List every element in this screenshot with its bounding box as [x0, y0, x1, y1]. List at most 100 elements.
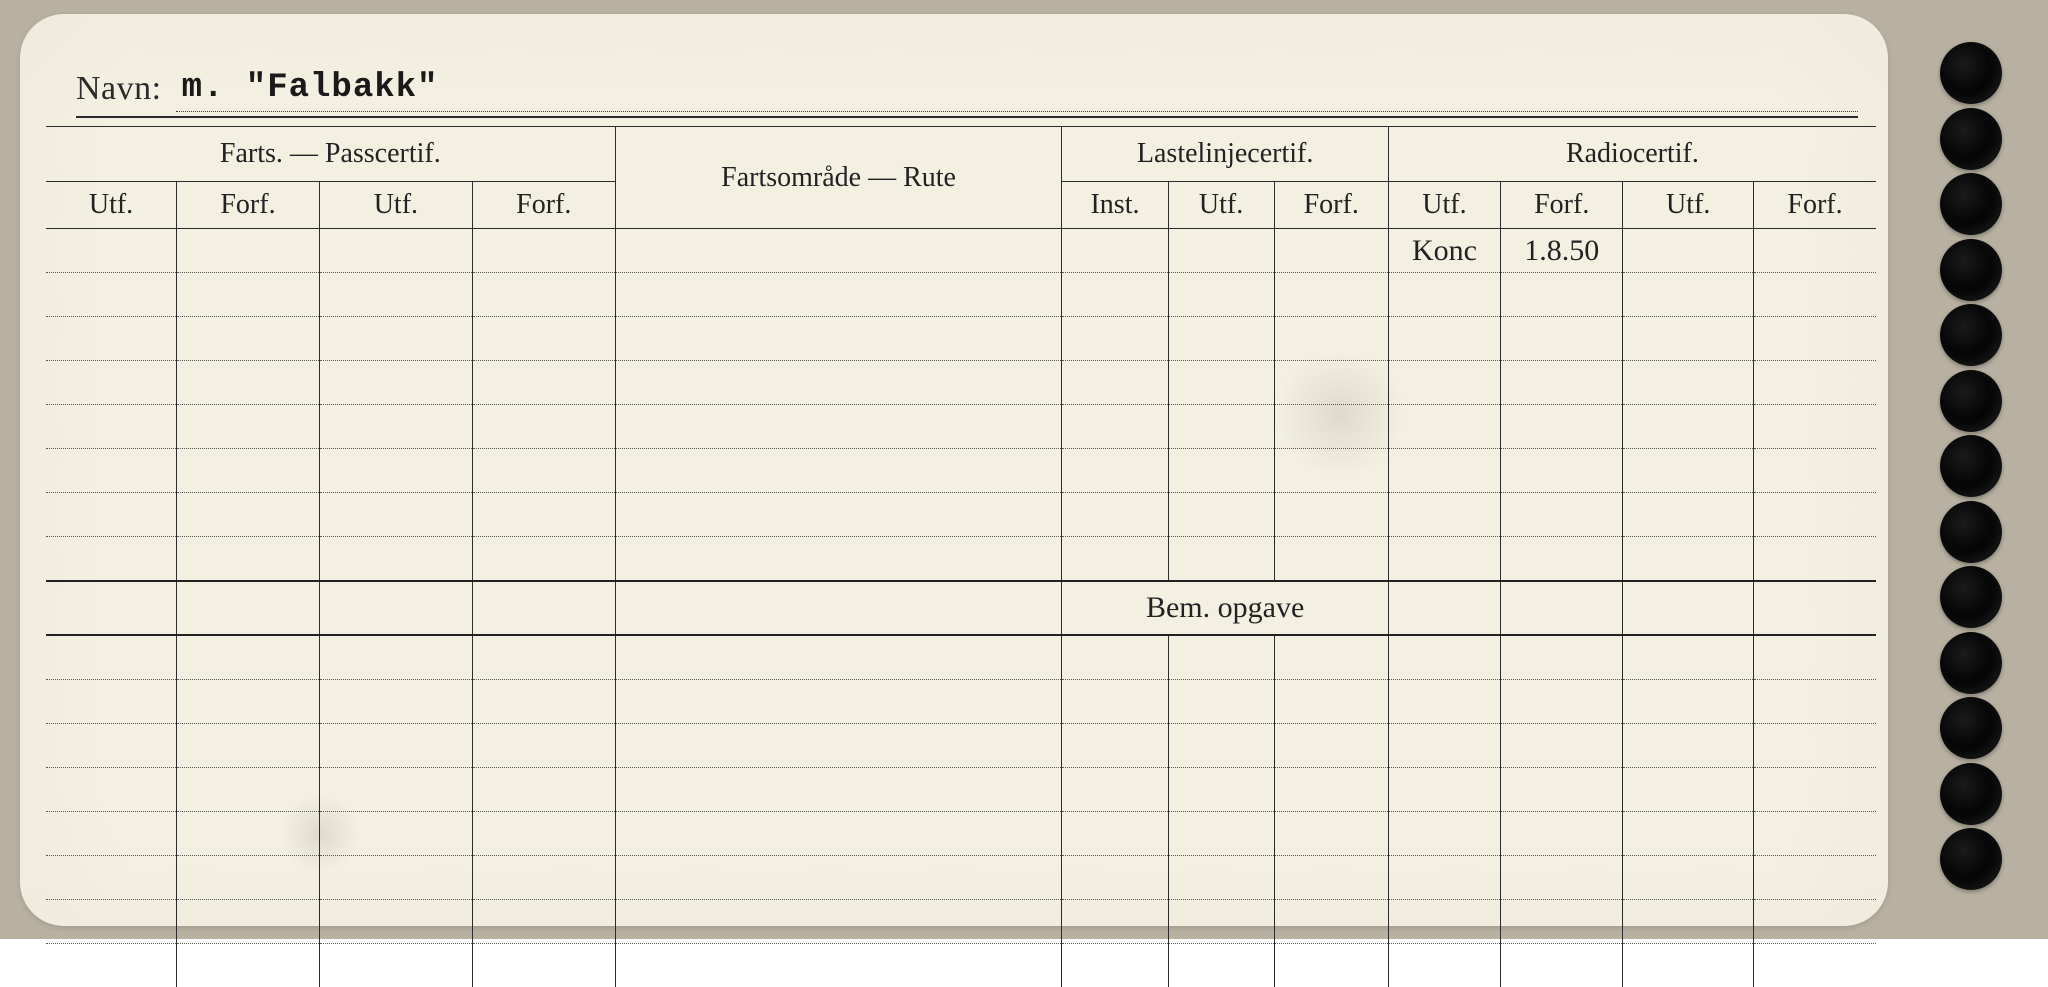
sub-farts-utf1: Utf. — [46, 182, 177, 229]
table-cell — [1274, 680, 1388, 724]
table-cell — [1168, 768, 1274, 812]
col-group-radio: Radiocertif. — [1388, 127, 1876, 182]
table-cell — [1168, 317, 1274, 361]
table-cell — [472, 581, 615, 635]
punch-hole — [1940, 501, 2002, 563]
table-cell — [1274, 812, 1388, 856]
table-cell — [1168, 900, 1274, 944]
sub-radio-utf2: Utf. — [1623, 182, 1754, 229]
table-cell — [1062, 900, 1168, 944]
table-cell — [1623, 944, 1754, 987]
table-row — [46, 317, 1876, 361]
table-cell — [615, 537, 1062, 582]
table-cell — [46, 317, 177, 361]
table-cell — [615, 493, 1062, 537]
table-cell — [472, 273, 615, 317]
table-cell — [615, 812, 1062, 856]
table-head: Farts. — Passcertif. Fartsområde — Rute … — [46, 127, 1876, 229]
table-cell — [1274, 449, 1388, 493]
table-cell — [472, 768, 615, 812]
table-cell — [177, 273, 320, 317]
table-cell — [1501, 449, 1623, 493]
table-cell — [615, 944, 1062, 987]
table-cell — [1754, 405, 1877, 449]
table-cell — [1623, 856, 1754, 900]
table-cell — [1754, 944, 1877, 987]
table-cell — [177, 317, 320, 361]
table-cell — [1062, 768, 1168, 812]
table-cell — [1623, 724, 1754, 768]
col-group-laste: Lastelinjecertif. — [1062, 127, 1388, 182]
table-cell — [472, 405, 615, 449]
table-cell — [1274, 405, 1388, 449]
table-cell — [472, 635, 615, 680]
table-cell — [1168, 493, 1274, 537]
table-cell — [1388, 361, 1500, 405]
table-cell — [1754, 581, 1877, 635]
table-cell — [319, 944, 472, 987]
table-cell — [1754, 680, 1877, 724]
certificate-table: Farts. — Passcertif. Fartsområde — Rute … — [46, 126, 1876, 987]
table-cell — [177, 900, 320, 944]
table-cell — [1754, 537, 1877, 582]
table-row — [46, 493, 1876, 537]
navn-value-line: m. "Falbakk" — [176, 65, 1858, 112]
table-cell — [1754, 229, 1877, 273]
table-cell — [1274, 317, 1388, 361]
table-cell — [46, 812, 177, 856]
table-cell — [1062, 449, 1168, 493]
table-cell — [1062, 724, 1168, 768]
table-cell — [1388, 537, 1500, 582]
table-cell: Konc — [1388, 229, 1500, 273]
punch-hole — [1940, 370, 2002, 432]
punch-hole — [1940, 697, 2002, 759]
table-cell — [1388, 680, 1500, 724]
table-cell — [1623, 361, 1754, 405]
table-cell — [615, 405, 1062, 449]
table-cell — [1388, 856, 1500, 900]
table-cell — [177, 493, 320, 537]
table-cell — [1754, 361, 1877, 405]
table-row — [46, 635, 1876, 680]
table-cell — [1062, 944, 1168, 987]
table-cell — [615, 724, 1062, 768]
table-cell — [1168, 449, 1274, 493]
table-cell — [472, 680, 615, 724]
table-row — [46, 273, 1876, 317]
table-cell — [1501, 944, 1623, 987]
table-row — [46, 449, 1876, 493]
table-cell — [1168, 680, 1274, 724]
table-cell — [319, 273, 472, 317]
table-cell — [177, 856, 320, 900]
table-cell — [1388, 724, 1500, 768]
table-cell — [1623, 635, 1754, 680]
navn-label: Navn: — [76, 70, 176, 116]
table-cell — [472, 361, 615, 405]
table-cell — [46, 724, 177, 768]
table-row — [46, 361, 1876, 405]
table-cell — [319, 449, 472, 493]
table-cell — [615, 273, 1062, 317]
table-cell — [1623, 537, 1754, 582]
table-cell — [472, 856, 615, 900]
table-cell — [46, 900, 177, 944]
table-cell — [1274, 900, 1388, 944]
punch-hole — [1940, 763, 2002, 825]
table-cell — [1388, 449, 1500, 493]
table-cell — [1501, 812, 1623, 856]
table-cell — [1501, 900, 1623, 944]
table-cell — [615, 900, 1062, 944]
table-cell — [1388, 581, 1500, 635]
table-cell — [1388, 493, 1500, 537]
table-cell — [1623, 812, 1754, 856]
table-cell — [46, 537, 177, 582]
table-cell — [1168, 537, 1274, 582]
table-cell — [1168, 635, 1274, 680]
table-cell — [1168, 229, 1274, 273]
table-cell — [1062, 493, 1168, 537]
table-cell — [1623, 405, 1754, 449]
table-cell — [1274, 944, 1388, 987]
bem-opgave-label: Bem. opgave — [1062, 581, 1388, 635]
table-cell — [319, 812, 472, 856]
scan-page: Navn: m. "Falbakk" Farts. — Passcertif. … — [0, 0, 2048, 939]
